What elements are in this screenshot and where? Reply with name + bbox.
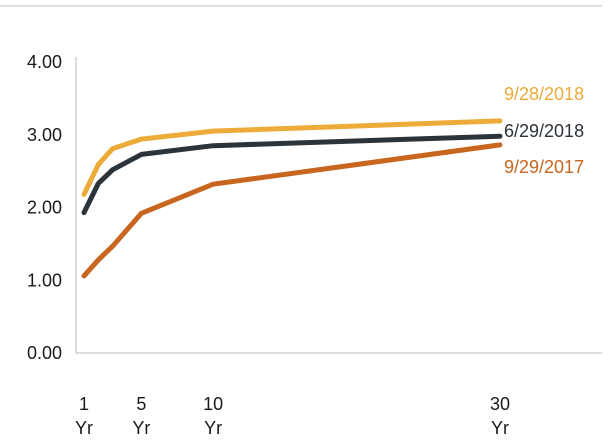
x-tick-label: 1 xyxy=(79,394,89,414)
x-tick-unit: Yr xyxy=(75,418,93,438)
x-tick-label: 30 xyxy=(490,394,510,414)
series-line-9-28-2018 xyxy=(81,118,503,197)
series-label: 9/29/2017 xyxy=(504,157,584,177)
x-tick-label: 5 xyxy=(136,394,146,414)
series-label: 9/28/2018 xyxy=(504,84,584,104)
x-tick-unit: Yr xyxy=(491,418,509,438)
series-labels: 9/28/2018 6/29/2018 9/29/2017 xyxy=(504,84,584,177)
y-axis: 0.00 1.00 2.00 3.00 4.00 xyxy=(27,52,77,363)
series-label: 6/29/2018 xyxy=(504,121,584,141)
y-tick-label: 1.00 xyxy=(27,270,62,290)
y-tick-label: 2.00 xyxy=(27,198,62,218)
x-tick-unit: Yr xyxy=(204,418,222,438)
x-tick-unit: Yr xyxy=(132,418,150,438)
series-line-9-29-2017 xyxy=(81,142,503,279)
x-tick-label: 10 xyxy=(203,394,223,414)
y-tick-label: 0.00 xyxy=(27,343,62,363)
y-tick-label: 3.00 xyxy=(27,125,62,145)
y-tick-label: 4.00 xyxy=(27,52,62,72)
x-axis: 1 Yr 5 Yr 10 Yr 30 Yr xyxy=(75,352,602,438)
series-line-6-29-2018 xyxy=(81,133,503,216)
series-lines xyxy=(81,118,503,279)
